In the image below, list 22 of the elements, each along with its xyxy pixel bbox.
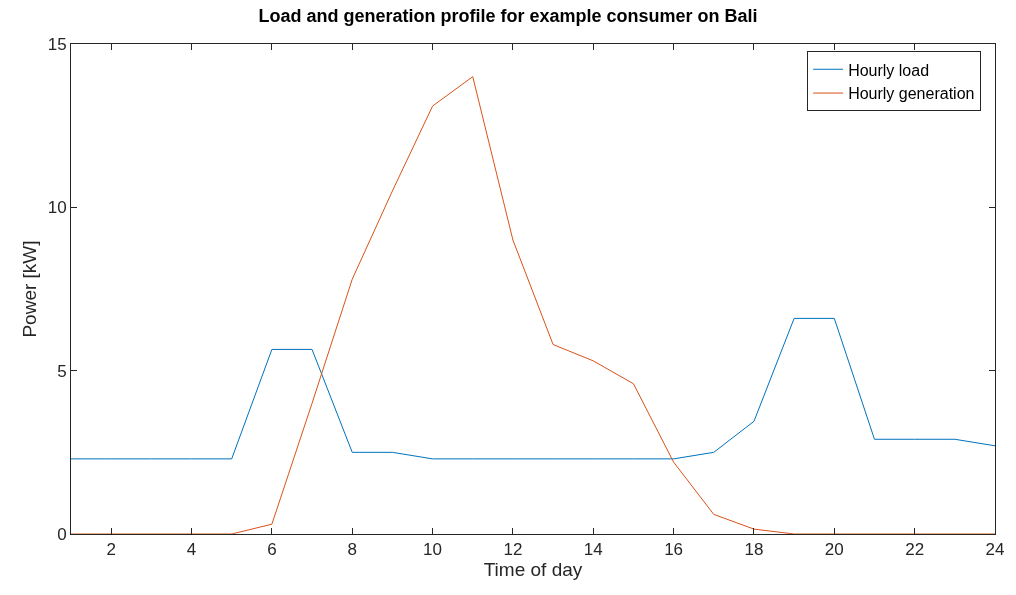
legend-label: Hourly generation — [848, 85, 975, 103]
x-tick-label: 10 — [423, 540, 443, 560]
x-tick-label: 16 — [664, 540, 684, 560]
y-tick-label: 0 — [57, 524, 67, 544]
x-tick-label: 14 — [583, 540, 603, 560]
x-tick-label: 6 — [267, 540, 277, 560]
x-tick-label: 22 — [905, 540, 925, 560]
y-tick-label: 5 — [57, 361, 67, 381]
x-tick-label: 18 — [744, 540, 764, 560]
line-series — [71, 317, 995, 460]
y-axis-title: Power [kW] — [18, 240, 40, 338]
x-axis-title: Time of day — [483, 559, 583, 581]
x-tick-label: 20 — [824, 540, 844, 560]
y-tick-label: 15 — [47, 34, 67, 54]
x-tick-label: 8 — [347, 540, 357, 560]
x-tick-label: 24 — [985, 540, 1005, 560]
x-tick-label: 12 — [503, 540, 523, 560]
x-tick-label: 4 — [186, 540, 197, 560]
legend-label: Hourly load — [848, 61, 930, 79]
y-tick-label: 10 — [47, 198, 67, 218]
x-tick-label: 2 — [106, 540, 116, 560]
chart-title: Load and generation profile for example consumer on Bali — [258, 5, 758, 26]
